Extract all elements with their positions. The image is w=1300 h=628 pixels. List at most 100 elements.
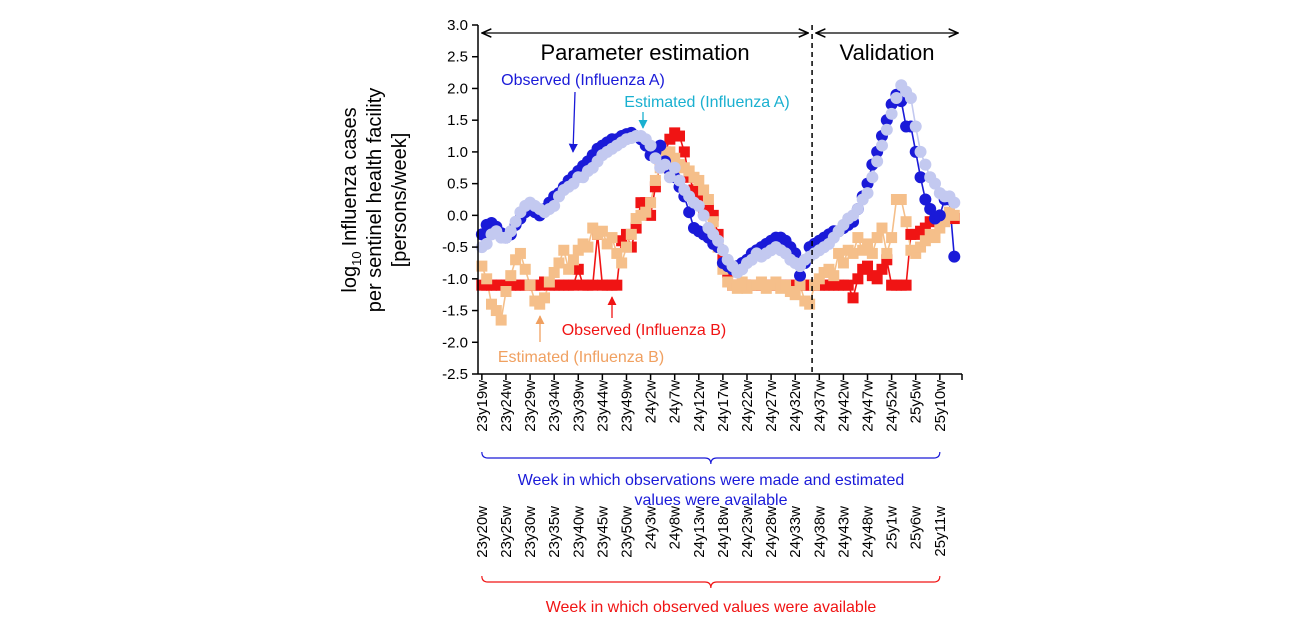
data-point <box>697 209 710 222</box>
data-point <box>558 244 570 256</box>
data-point <box>910 247 922 259</box>
data-point <box>480 237 493 250</box>
y-axis-label-line: per sentinel health facility <box>364 88 386 313</box>
data-point <box>857 244 869 256</box>
y-axis-label-line: [persons/week] <box>389 133 411 268</box>
y-tick-label: -1.0 <box>442 271 468 288</box>
brace <box>481 575 941 589</box>
x-tick-label: 24y47w <box>860 380 877 432</box>
data-point <box>669 152 681 164</box>
plot-area <box>475 79 961 326</box>
data-point <box>514 247 526 259</box>
series-label: Estimated (Influenza A) <box>624 94 789 111</box>
x-axis-label: Week in which observed values were avail… <box>546 599 877 616</box>
data-point <box>572 244 584 256</box>
data-point <box>948 196 961 209</box>
data-point <box>929 177 942 190</box>
data-point <box>664 146 676 158</box>
y-tick-label: -1.5 <box>442 303 468 320</box>
data-point <box>678 146 690 158</box>
x-tick-label: 23y44w <box>594 380 611 432</box>
y-axis-label: log10 Influenza cases per sentinel health … <box>339 88 411 313</box>
data-point <box>915 241 927 253</box>
data-point <box>876 263 888 275</box>
x-tick-label: 23y19w <box>474 380 491 432</box>
y-tick-label: 0.5 <box>447 176 468 193</box>
y-tick-label: 2.0 <box>447 80 468 97</box>
y-tick-label: 0.0 <box>447 207 468 224</box>
x-tick-label: 24y27w <box>763 380 780 432</box>
data-point <box>524 279 536 291</box>
data-point <box>596 225 608 237</box>
data-point <box>534 298 546 310</box>
data-point <box>813 273 825 285</box>
data-point <box>707 209 719 221</box>
data-point <box>770 276 782 288</box>
x-tick-label-secondary: 23y25w <box>498 506 515 558</box>
x-tick-label-secondary: 23y35w <box>546 506 563 558</box>
data-point <box>866 247 878 259</box>
x-tick-label-secondary: 23y20w <box>474 506 491 558</box>
x-tick-label: 24y22w <box>739 380 756 432</box>
x-tick-label-secondary: 24y3w <box>643 506 660 550</box>
x-tick-label-secondary: 23y50w <box>618 506 635 558</box>
x-tick-label: 24y7w <box>667 380 684 424</box>
data-point <box>625 228 637 240</box>
data-point <box>693 190 705 202</box>
data-point <box>909 120 922 133</box>
data-point <box>933 209 946 222</box>
series-label: Observed (Influenza A) <box>501 72 665 89</box>
data-point <box>510 254 522 266</box>
data-point <box>616 257 628 269</box>
x-tick-label: 24y37w <box>811 380 828 432</box>
data-point <box>668 161 681 174</box>
data-point <box>885 107 898 120</box>
data-point <box>789 289 801 301</box>
data-point <box>755 276 767 288</box>
data-point <box>548 199 561 212</box>
data-point <box>476 260 488 272</box>
x-tick-label: 24y52w <box>884 380 901 432</box>
data-point <box>794 269 807 282</box>
y-tick-label: -2.0 <box>442 334 468 351</box>
y-axis-label-part: log <box>339 266 361 293</box>
data-point <box>847 247 859 259</box>
data-point <box>640 206 652 218</box>
data-point <box>871 273 883 285</box>
data-point <box>828 270 840 282</box>
data-point <box>553 257 565 269</box>
data-point <box>567 279 579 291</box>
data-point <box>847 292 859 304</box>
y-axis-label-part: 10 <box>349 251 364 265</box>
data-point <box>862 238 874 250</box>
data-point <box>914 171 927 184</box>
data-point <box>852 232 864 244</box>
data-point <box>539 292 551 304</box>
data-point <box>664 133 676 145</box>
data-point <box>543 276 555 288</box>
x-tick-label-secondary: 24y8w <box>667 506 684 550</box>
data-point <box>780 279 792 291</box>
x-tick-label-secondary: 24y33w <box>787 506 804 558</box>
data-point <box>904 91 917 104</box>
x-tick-label: 23y39w <box>570 380 587 432</box>
x-tick-label: 23y24w <box>498 380 515 432</box>
x-tick-label-secondary: 24y13w <box>691 506 708 558</box>
data-point <box>548 266 560 278</box>
data-point <box>900 279 912 291</box>
data-point <box>851 203 864 216</box>
data-point <box>698 184 710 196</box>
data-point <box>645 197 657 209</box>
data-point <box>649 152 662 165</box>
x-tick-label: 23y49w <box>618 380 635 432</box>
data-point <box>630 222 642 234</box>
data-point <box>567 254 579 266</box>
data-point <box>823 263 835 275</box>
x-tick-label-secondary: 24y18w <box>715 506 732 558</box>
x-tick-label-secondary: 25y11w <box>932 506 949 557</box>
data-point <box>519 263 531 275</box>
x-tick-label-secondary: 23y40w <box>570 506 587 558</box>
data-point <box>683 206 696 219</box>
data-point <box>485 298 497 310</box>
